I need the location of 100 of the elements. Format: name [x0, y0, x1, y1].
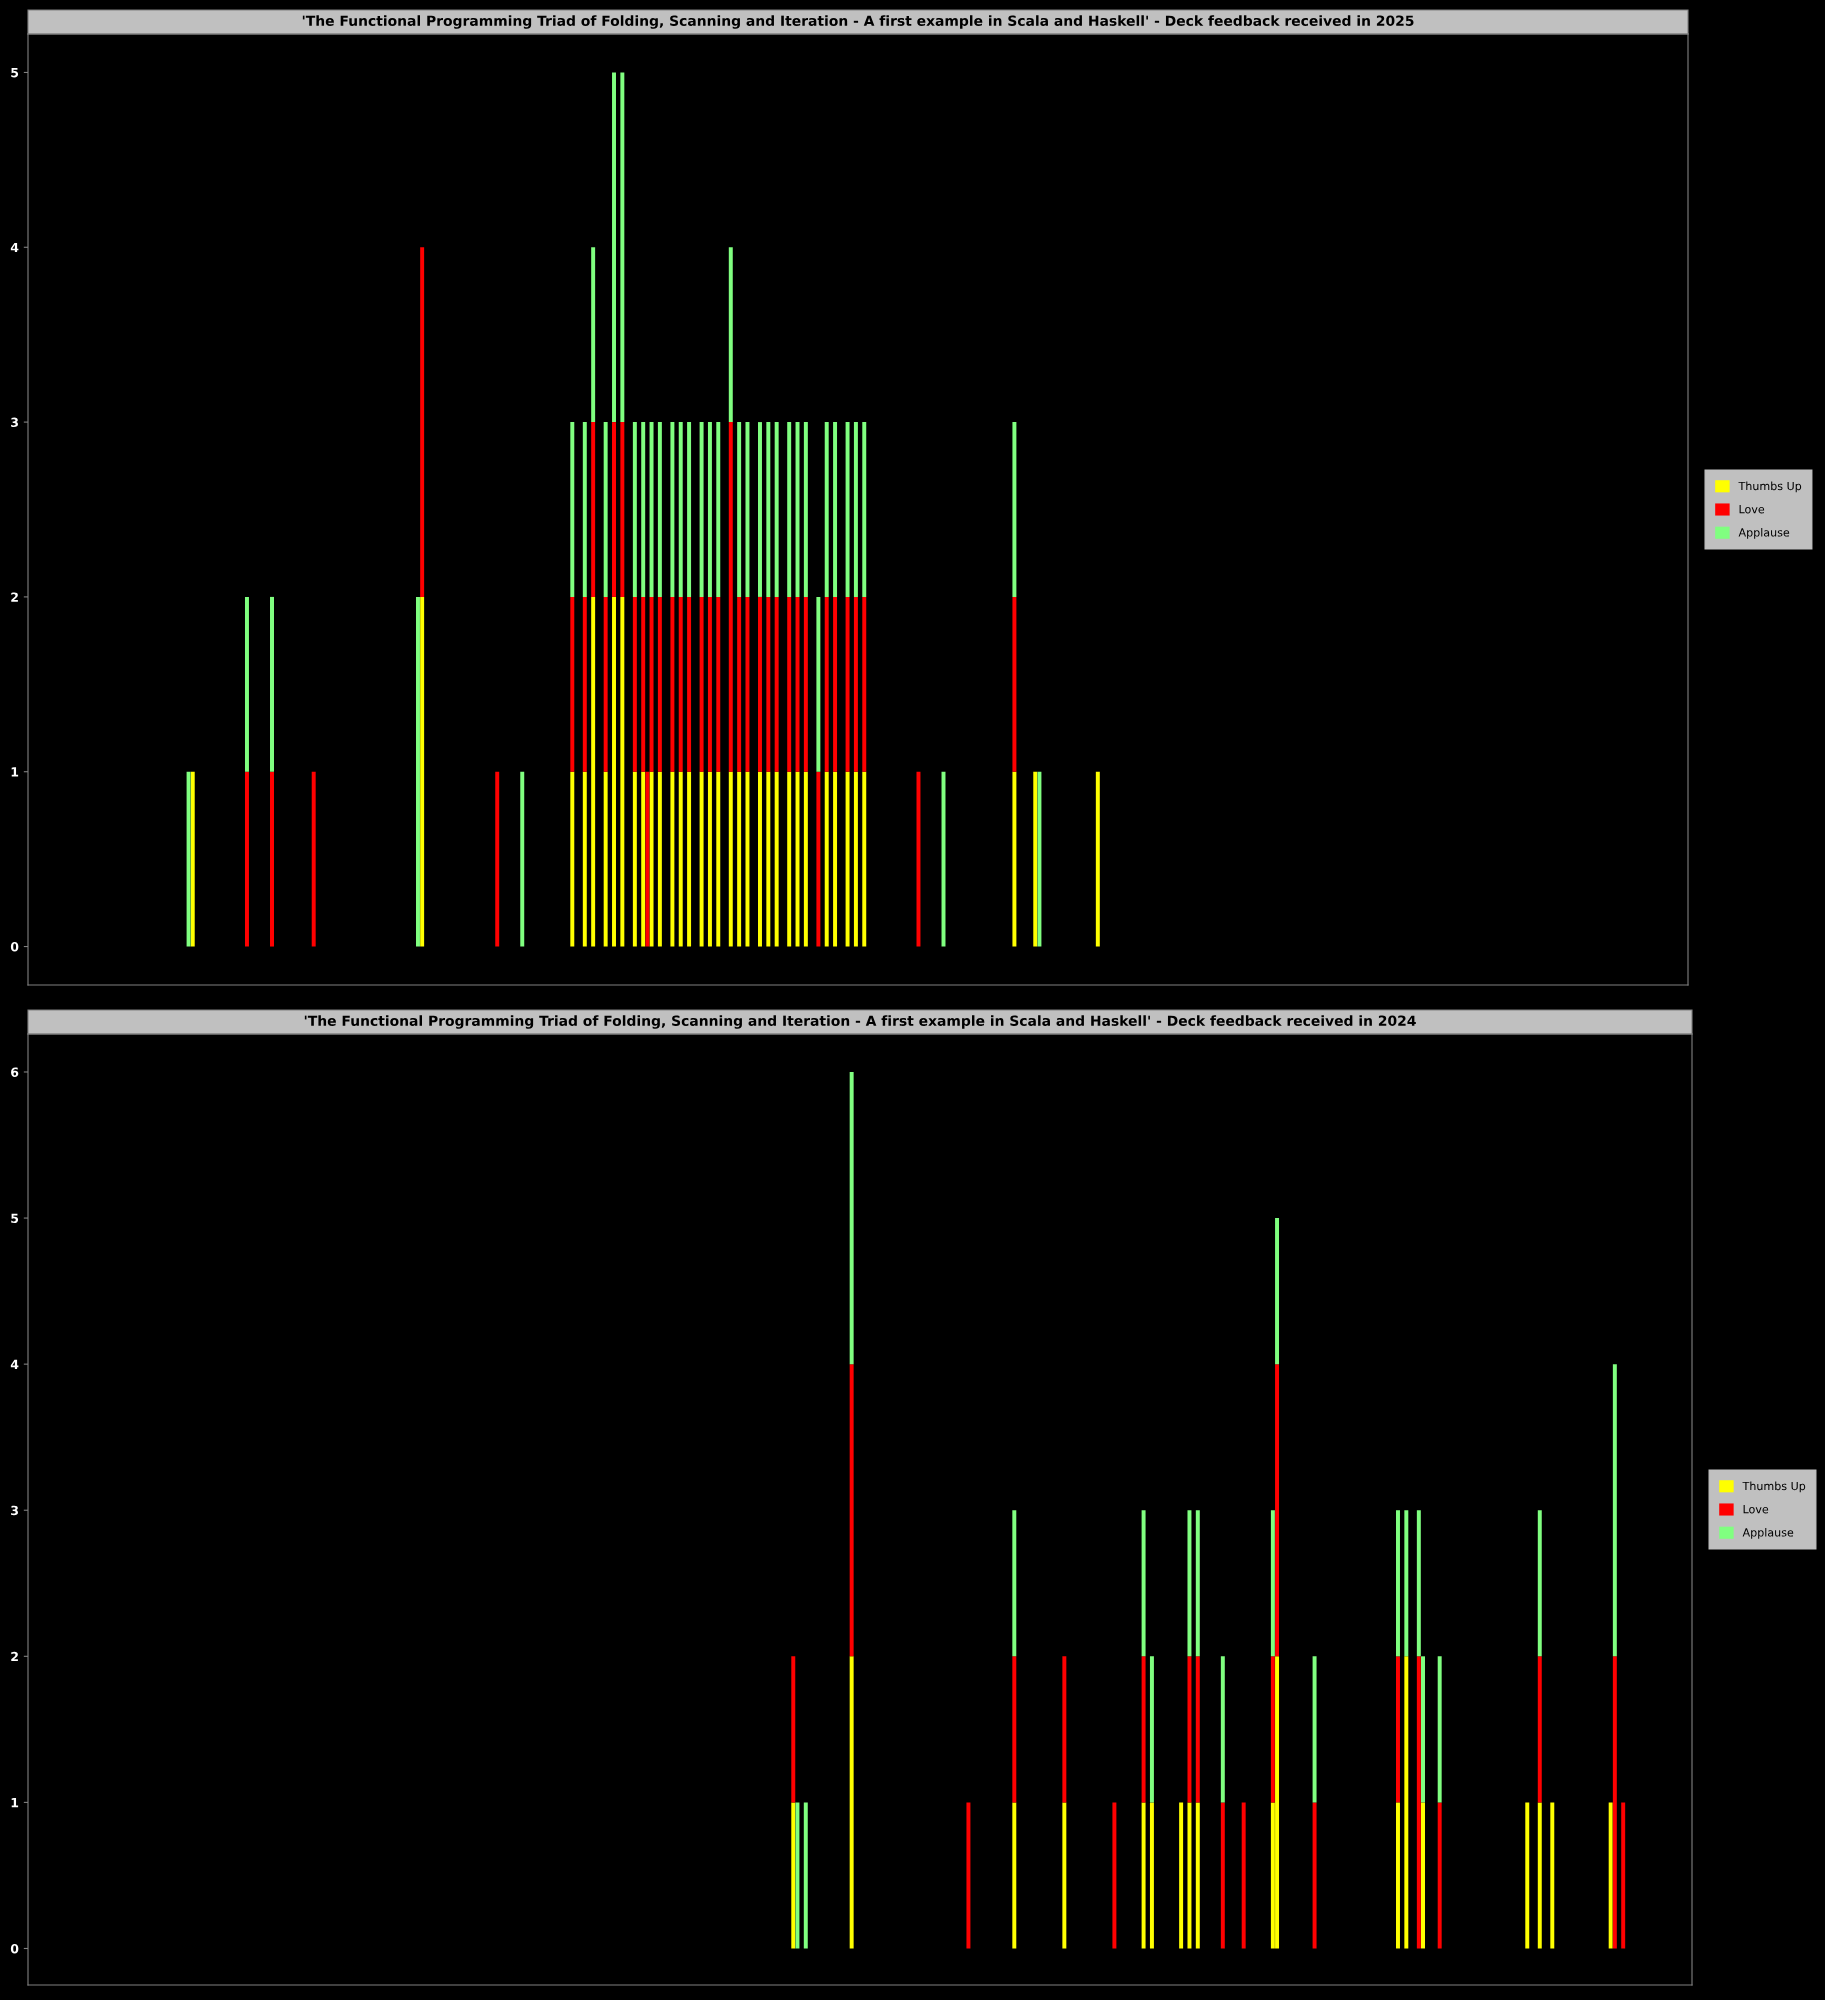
- bar: [1421, 1656, 1425, 1803]
- bar: [311, 771, 316, 947]
- bar: [803, 771, 808, 947]
- bar: [670, 596, 675, 772]
- bar: [520, 771, 525, 947]
- bar: [244, 771, 249, 947]
- bar: [670, 422, 675, 597]
- bar: [849, 1071, 854, 1365]
- bar: [699, 596, 704, 772]
- bar: [816, 596, 821, 772]
- bar: [716, 422, 721, 597]
- y-tick-label: 1: [11, 767, 19, 777]
- bar: [824, 771, 829, 947]
- bar: [787, 596, 792, 772]
- bar: [1062, 1802, 1067, 1949]
- bar: [649, 771, 654, 947]
- bar: [1275, 1656, 1280, 1949]
- bar: [582, 596, 587, 772]
- bar: [1241, 1802, 1246, 1949]
- bar: [1612, 1656, 1617, 1949]
- bar: [1608, 1802, 1613, 1949]
- chart-title: 'The Functional Programming Triad of Folding, Scanning and Iteration - A first example in Scala and Haskell' - Deck feedback received in 2024: [304, 1015, 1416, 1029]
- bar: [632, 596, 637, 772]
- bar: [1525, 1802, 1530, 1949]
- bar: [1062, 1656, 1067, 1803]
- y-tick-label: 4: [10, 242, 19, 253]
- bar: [657, 422, 662, 597]
- bar: [570, 771, 575, 947]
- bar: [190, 771, 195, 947]
- bar: [716, 596, 721, 772]
- bar: [632, 771, 637, 947]
- bar: [678, 771, 683, 947]
- bar: [1220, 1656, 1225, 1803]
- bar: [1187, 1802, 1192, 1949]
- bar: [1141, 1510, 1146, 1657]
- bar: [791, 1802, 796, 1949]
- y-tick-label: 3: [11, 417, 18, 428]
- chart-title: 'The Functional Programming Triad of Folding, Scanning and Iteration - A first example in Scala and Haskell' - Deck feedback received in 2025: [302, 15, 1414, 29]
- bar: [1612, 1364, 1617, 1657]
- bar: [687, 422, 692, 597]
- bar: [849, 1656, 854, 1949]
- bar: [244, 596, 249, 772]
- bar: [678, 422, 683, 597]
- bar: [1149, 1802, 1154, 1949]
- bar: [1312, 1802, 1317, 1949]
- bar: [716, 771, 721, 947]
- bar: [1416, 1510, 1421, 1657]
- bar: [657, 596, 662, 772]
- bar: [603, 596, 608, 772]
- bar: [670, 771, 675, 947]
- bar: [591, 247, 596, 423]
- bar: [1012, 596, 1017, 772]
- bar: [845, 422, 850, 597]
- bar: [649, 596, 654, 772]
- bar: [1537, 1510, 1542, 1657]
- bar: [415, 596, 420, 947]
- bar: [758, 596, 762, 772]
- bar: [1112, 1802, 1117, 1949]
- bar: [737, 771, 742, 947]
- bar: [707, 596, 712, 772]
- bar: [687, 596, 692, 772]
- bar: [657, 771, 662, 947]
- bar: [699, 422, 704, 597]
- legend-label: Applause: [1738, 528, 1790, 539]
- bar: [707, 771, 712, 947]
- y-tick-label: 5: [11, 1213, 19, 1223]
- bar: [270, 771, 274, 947]
- bar: [1095, 771, 1100, 947]
- bar: [1270, 1510, 1275, 1657]
- y-tick-label: 4: [10, 1359, 19, 1369]
- bar: [795, 1802, 800, 1949]
- bar: [774, 422, 779, 597]
- bar: [612, 422, 616, 597]
- bar: [270, 596, 274, 772]
- bar: [833, 422, 838, 597]
- bar: [845, 771, 850, 947]
- bar: [1012, 1510, 1017, 1657]
- bar: [1270, 1656, 1275, 1803]
- bar: [1396, 1656, 1400, 1803]
- legend-label: Love: [1743, 1505, 1769, 1514]
- bar: [795, 771, 800, 947]
- bar: [824, 596, 829, 772]
- bar: [1220, 1802, 1225, 1949]
- bar: [582, 422, 587, 597]
- bar: [1141, 1656, 1146, 1803]
- bar: [1195, 1510, 1200, 1657]
- legend-label: Thumbs Up: [1738, 481, 1802, 493]
- bar: [641, 596, 646, 772]
- bar: [745, 422, 750, 597]
- bar: [1149, 1656, 1154, 1803]
- bar: [186, 771, 191, 947]
- bar: [645, 771, 650, 947]
- bar: [1179, 1802, 1184, 1949]
- bar: [787, 422, 792, 597]
- bar: [728, 771, 733, 947]
- bar: [728, 422, 733, 772]
- bar: [862, 596, 867, 772]
- bar: [833, 596, 838, 772]
- bar: [916, 771, 921, 947]
- bar: [1012, 422, 1017, 597]
